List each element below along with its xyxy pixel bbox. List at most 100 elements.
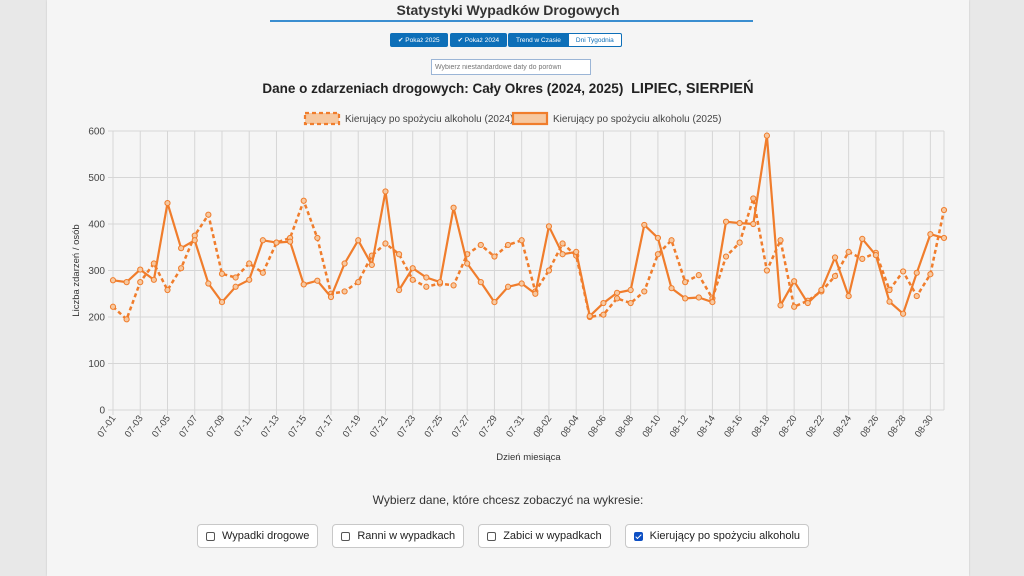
filter-ranni[interactable]: Ranni w wypadkach <box>332 524 465 548</box>
data-point <box>273 239 280 246</box>
legend-swatch <box>511 111 549 126</box>
x-tick-label: 08-20 <box>777 413 800 439</box>
y-tick-label: 100 <box>88 359 105 370</box>
checkbox[interactable] <box>341 531 351 541</box>
data-point <box>641 221 648 229</box>
data-point <box>450 204 457 211</box>
data-point <box>709 299 716 306</box>
data-point <box>545 267 553 274</box>
data-point <box>927 231 934 238</box>
data-point <box>818 286 825 294</box>
checkbox-checked[interactable] <box>633 531 643 541</box>
data-point <box>682 279 689 286</box>
data-point <box>600 311 607 318</box>
x-tick-label: 08-02 <box>531 413 554 439</box>
data-point <box>900 310 907 317</box>
x-tick-label: 07-13 <box>259 413 282 439</box>
show-2024-button[interactable]: ✔ Pokaż 2024 <box>449 33 508 47</box>
data-point <box>191 237 198 244</box>
x-tick-label: 08-06 <box>586 413 609 439</box>
x-tick-label: 08-26 <box>858 413 881 439</box>
data-point <box>109 277 117 284</box>
data-point <box>722 253 730 260</box>
y-tick-label: 0 <box>99 406 105 417</box>
data-point <box>736 239 743 246</box>
data-point <box>232 274 239 281</box>
x-tick-label: 08-10 <box>640 413 663 439</box>
data-point <box>477 279 484 286</box>
data-point <box>586 312 593 320</box>
data-point <box>804 299 811 307</box>
legend-item: Kierujący po spożyciu alkoholu (2024) <box>303 111 513 126</box>
line-2024 <box>112 197 946 321</box>
x-tick-label: 07-21 <box>368 413 391 439</box>
data-point <box>395 251 403 258</box>
data-point <box>395 286 403 294</box>
data-point <box>845 292 852 300</box>
data-point <box>409 265 416 272</box>
y-axis-title: Liczba zdarzeń / osób <box>71 224 82 316</box>
custom-dates-input[interactable] <box>431 59 591 75</box>
filter-label: Kierujący po spożyciu alkoholu <box>649 530 801 542</box>
x-tick-label: 07-15 <box>286 413 309 439</box>
data-point <box>355 237 362 244</box>
x-tick-label: 07-03 <box>123 413 146 439</box>
chart-series <box>109 132 948 323</box>
x-tick-label: 08-16 <box>722 413 745 439</box>
data-point <box>504 241 512 249</box>
show-2025-button[interactable]: ✔ Pokaż 2025 <box>390 33 448 47</box>
data-point <box>872 252 879 259</box>
app-title: Statystyki Wypadków Drogowych <box>396 2 620 18</box>
data-point <box>409 276 416 283</box>
data-point <box>763 132 771 139</box>
data-point <box>627 286 634 294</box>
filter-label: Ranni w wypadkach <box>357 530 456 542</box>
data-point <box>436 279 444 286</box>
data-point <box>150 276 157 283</box>
chart-title: Dane o zdarzeniach drogowych: Cały Okres… <box>47 81 969 97</box>
data-point <box>859 255 866 262</box>
data-point <box>450 282 457 289</box>
x-tick-label: 08-08 <box>613 413 636 439</box>
x-tick-label: 07-01 <box>96 413 119 439</box>
data-point <box>845 248 852 255</box>
x-tick-label: 08-24 <box>831 413 854 439</box>
title-underline <box>270 20 753 22</box>
chart-grid <box>108 130 945 411</box>
data-point <box>218 270 226 277</box>
data-point <box>137 279 144 286</box>
chart-title-text: Dane o zdarzeniach drogowych: Cały Okres… <box>262 81 624 96</box>
filter-alkohol[interactable]: Kierujący po spożyciu alkoholu <box>624 524 810 548</box>
trend-view-button[interactable]: Trend w Czasie <box>508 33 569 47</box>
data-point <box>246 260 253 267</box>
data-point <box>641 288 648 295</box>
data-point <box>750 195 757 202</box>
x-tick-label: 07-05 <box>150 413 173 439</box>
data-point <box>831 272 839 280</box>
filter-wypadki[interactable]: Wypadki drogowe <box>197 524 319 548</box>
data-point <box>205 211 212 218</box>
data-point <box>368 261 375 269</box>
filter-zabici[interactable]: Zabici w wypadkach <box>478 524 611 548</box>
data-point <box>913 292 920 300</box>
x-tick-label: 08-18 <box>749 413 772 439</box>
data-point <box>763 267 771 274</box>
filter-checkboxes: Wypadki drogowe Ranni w wypadkach Zabici… <box>197 524 810 548</box>
year-toggle-group: ✔ Pokaż 2025 ✔ Pokaż 2024 <box>390 33 508 47</box>
data-point <box>736 219 743 227</box>
data-point <box>927 271 934 278</box>
checkbox[interactable] <box>487 531 497 541</box>
filter-label: Wypadki drogowe <box>222 530 310 542</box>
x-tick-label: 07-17 <box>313 413 336 439</box>
data-point <box>286 238 294 245</box>
weekdays-view-button[interactable]: Dni Tygodnia <box>568 33 622 47</box>
data-point <box>178 265 185 272</box>
x-tick-label: 08-04 <box>559 413 582 439</box>
x-tick-label: 07-11 <box>232 413 255 439</box>
checkbox[interactable] <box>206 531 215 541</box>
data-point <box>600 299 607 307</box>
legend-label: Kierujący po spożyciu alkoholu (2024) <box>345 114 513 125</box>
data-point <box>491 299 498 306</box>
